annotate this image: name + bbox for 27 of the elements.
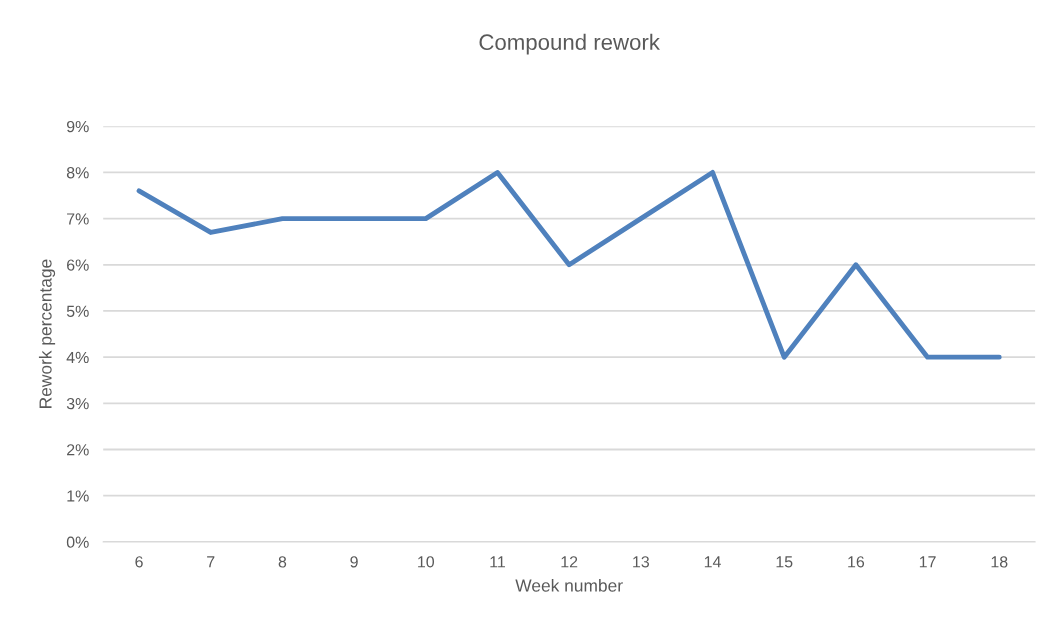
y-tick-label: 9% bbox=[66, 120, 89, 133]
chart-title: Compound rework bbox=[479, 33, 660, 55]
x-tick-label: 6 bbox=[135, 556, 143, 568]
y-tick-label: 2% bbox=[67, 444, 89, 456]
y-tick-label: 5% bbox=[66, 305, 89, 317]
x-axis-title: Week number bbox=[515, 578, 623, 592]
y-tick-label: 6% bbox=[67, 259, 89, 271]
x-tick-label: 15 bbox=[776, 556, 793, 568]
y-tick-label: 7% bbox=[67, 213, 89, 225]
x-tick-label: 8 bbox=[278, 556, 287, 568]
x-tick-label: 14 bbox=[704, 556, 721, 568]
y-tick-label: 8% bbox=[66, 167, 89, 179]
line-series bbox=[136, 170, 1002, 360]
y-tick-label: 4% bbox=[66, 351, 89, 364]
y-tick-label: 1% bbox=[67, 490, 89, 502]
x-tick-label: 17 bbox=[919, 556, 936, 568]
x-tick-label: 18 bbox=[991, 556, 1008, 568]
y-axis-title: Rework percentage bbox=[38, 259, 56, 408]
x-tick-label: 7 bbox=[207, 556, 215, 568]
x-tick-label: 10 bbox=[418, 556, 435, 568]
x-tick-label: 9 bbox=[350, 556, 358, 568]
x-tick-label: 11 bbox=[490, 556, 505, 568]
x-tick-label: 12 bbox=[561, 556, 578, 568]
y-tick-label: 3% bbox=[66, 397, 89, 410]
x-tick-label: 16 bbox=[848, 556, 865, 568]
y-tick-label: 0% bbox=[66, 536, 89, 548]
x-tick-label: 13 bbox=[633, 556, 650, 568]
